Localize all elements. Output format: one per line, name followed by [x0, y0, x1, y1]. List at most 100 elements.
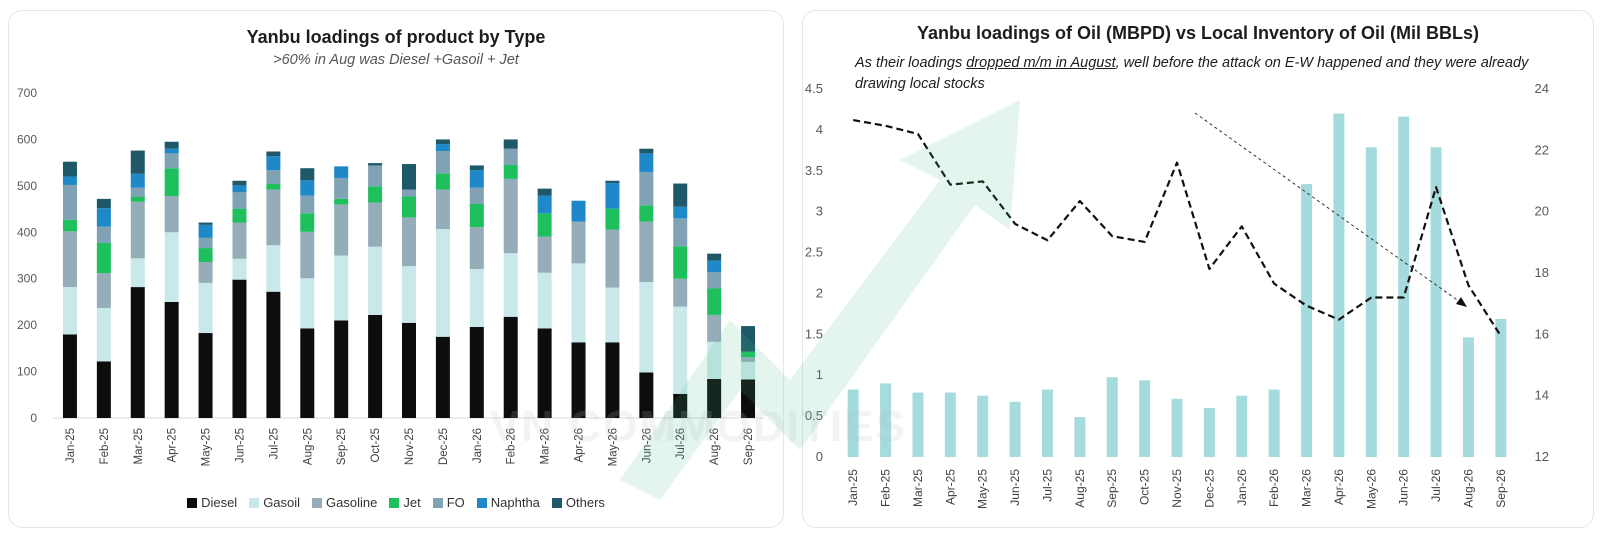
x-tick-label: Nov-25 — [1170, 469, 1184, 508]
watermark-text: VN COMMODITIES — [490, 402, 907, 451]
bar-segment-naphtha — [62, 176, 77, 185]
y-left-tick-label: 3 — [816, 204, 823, 219]
y-tick-label: 700 — [17, 86, 37, 100]
x-tick-label: Feb-26 — [1267, 469, 1281, 507]
bar-segment-diesel — [266, 291, 281, 418]
y-right-tick-label: 12 — [1535, 449, 1549, 464]
inventory-bar — [1139, 380, 1151, 457]
bar-segment-naphtha — [232, 185, 247, 193]
y-left-tick-label: 4 — [816, 122, 823, 137]
bar-segment-naphtha — [537, 195, 552, 214]
legend-item-jet: Jet — [389, 495, 421, 510]
bar-segment-others — [605, 180, 620, 184]
bar-segment-gasoline — [571, 221, 586, 264]
bar-segment-naphtha — [164, 148, 179, 154]
bar-segment-gasoil — [571, 263, 586, 343]
x-tick-label: Oct-25 — [370, 428, 382, 463]
x-tick-label: Mar-26 — [540, 428, 552, 464]
bar-segment-naphtha — [266, 156, 281, 171]
bar-segment-gasoline — [402, 217, 416, 267]
inventory-bar — [1495, 319, 1507, 457]
bar-segment-jet — [130, 197, 145, 202]
left-chart-legend: Diesel Gasoil Gasoline Jet FO Naphtha Others — [9, 495, 783, 510]
bar-segment-naphtha — [435, 144, 450, 152]
bar-segment-naphtha — [639, 153, 654, 172]
bar-segment-diesel — [62, 334, 77, 418]
y-right-tick-label: 20 — [1535, 204, 1549, 219]
x-tick-label: Jun-26 — [1397, 469, 1411, 506]
bar-segment-others — [469, 165, 484, 171]
bar-segment-gasoline — [96, 273, 111, 308]
legend-swatch — [432, 498, 443, 508]
x-tick-label: Sep-25 — [336, 428, 348, 465]
legend-label: Others — [565, 495, 605, 510]
bar-segment-gasoil — [300, 278, 315, 329]
bar-segment-gasoil — [164, 232, 179, 302]
x-tick-label: May-25 — [201, 428, 213, 466]
bar-segment-diesel — [537, 328, 552, 418]
bar-segment-others — [402, 164, 416, 190]
bar-segment-gasoline — [639, 221, 654, 282]
bar-segment-fo — [503, 148, 518, 165]
bar-segment-others — [198, 222, 213, 225]
x-tick-label: Jul-26 — [675, 428, 687, 459]
bar-segment-diesel — [198, 333, 213, 418]
legend-item-diesel: Diesel — [187, 495, 237, 510]
legend-label: Jet — [403, 495, 421, 510]
legend-label: Gasoline — [326, 495, 378, 510]
x-tick-label: Feb-26 — [506, 428, 518, 464]
x-tick-label: Sep-25 — [1105, 469, 1119, 508]
bar-segment-gasoil — [198, 282, 213, 334]
inventory-bar — [977, 395, 989, 457]
bar-segment-gasoline — [266, 189, 281, 246]
bar-segment-gasoline — [164, 196, 179, 233]
bar-segment-gasoline — [368, 202, 383, 247]
bar-segment-others — [673, 183, 688, 207]
bar-segment-naphtha — [334, 166, 349, 178]
bar-segment-jet — [673, 246, 688, 279]
bar-segment-others — [300, 168, 315, 181]
inventory-bar — [944, 392, 956, 457]
bar-segment-diesel — [300, 328, 315, 418]
inventory-bar — [1398, 116, 1410, 457]
bar-segment-others — [368, 163, 383, 166]
annotation-text-pre: As their loadings — [855, 55, 967, 71]
x-tick-label: Feb-25 — [879, 469, 893, 507]
x-tick-label: Jan-25 — [846, 469, 860, 506]
inventory-bar — [1236, 395, 1248, 457]
legend-label: Naphtha — [490, 495, 540, 510]
bar-segment-gasoline — [62, 231, 77, 288]
bar-segment-fo — [639, 171, 654, 206]
bar-segment-others — [537, 188, 552, 196]
x-tick-label: Feb-25 — [99, 428, 111, 464]
bar-segment-diesel — [334, 320, 349, 418]
bar-segment-diesel — [130, 287, 145, 418]
y-left-tick-label: 3.5 — [805, 163, 823, 178]
bar-segment-fo — [62, 184, 77, 220]
bar-segment-jet — [402, 196, 416, 218]
bar-segment-naphtha — [469, 170, 484, 188]
x-tick-label: Apr-25 — [167, 428, 179, 463]
bar-segment-gasoil — [266, 245, 281, 292]
chart-annotation: As their loadings dropped m/m in August,… — [855, 53, 1555, 95]
bar-segment-fo — [334, 177, 349, 199]
bar-segment-naphtha — [707, 260, 722, 273]
inventory-bar — [1301, 184, 1313, 458]
bar-segment-jet — [266, 184, 281, 190]
x-tick-label: Mar-26 — [1300, 469, 1314, 507]
inventory-bar — [847, 389, 859, 457]
bar-segment-naphtha — [300, 180, 315, 196]
bar-segment-jet — [96, 242, 111, 274]
bar-segment-jet — [469, 203, 484, 228]
bar-segment-fo — [707, 272, 722, 289]
bar-segment-fo — [198, 237, 213, 249]
inventory-bar — [1268, 389, 1280, 457]
bar-segment-fo — [402, 189, 416, 197]
bar-segment-diesel — [741, 379, 756, 418]
bar-segment-jet — [62, 219, 77, 232]
x-tick-label: Jun-26 — [641, 428, 653, 463]
bar-segment-gasoline — [537, 236, 552, 273]
stacked-bar-chart: 0 100 200 300 400 500 600 700 Jan-25 Feb-25 Mar-25… — [17, 86, 765, 466]
bar-segment-others — [266, 151, 281, 157]
x-tick-label: Aug-25 — [1073, 469, 1087, 508]
